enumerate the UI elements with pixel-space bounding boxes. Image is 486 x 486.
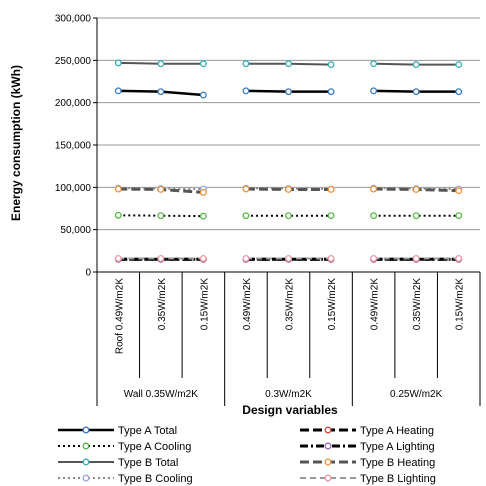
data-point: [114, 211, 122, 219]
legend-label: Type A Heating: [360, 425, 434, 437]
data-point: [412, 61, 420, 69]
data-point: [114, 255, 122, 262]
x-group-label: 0.3W/m2K: [265, 389, 312, 400]
legend-label: Type B Lighting: [360, 473, 436, 485]
legend-label: Type B Heating: [360, 457, 435, 469]
data-point: [199, 60, 207, 68]
data-point: [242, 87, 250, 95]
legend-label: Type B Total: [118, 457, 178, 469]
data-point: [455, 88, 463, 96]
data-point: [455, 255, 463, 262]
y-tick-label: 150,000: [55, 141, 92, 152]
data-point: [412, 185, 420, 193]
legend-marker: [82, 426, 90, 434]
y-tick-label: 250,000: [55, 56, 92, 67]
data-point: [285, 185, 292, 193]
data-point: [370, 185, 378, 193]
data-point: [285, 255, 292, 262]
axes: 0 50,000 100,000 150,000 200,000 250,000 300,0…: [55, 14, 481, 406]
data-point: [242, 60, 250, 68]
data-point: [114, 59, 122, 67]
y-tick-label: 0: [85, 268, 91, 279]
data-point: [455, 187, 463, 195]
legend-marker: [324, 426, 332, 434]
x-tick-label: 0.49W/m2K: [242, 278, 253, 331]
data-point: [370, 255, 378, 262]
x-tick-label: Roof 0.49W/m2K: [114, 278, 125, 354]
x-group-label: 0.25W/m2K: [390, 389, 443, 400]
legend: Type A Total Type A Cooling Type B Total Ty…: [58, 425, 436, 485]
x-tick-label: 0.15W/m2K: [327, 278, 338, 331]
data-point: [242, 185, 250, 193]
data-point: [327, 212, 335, 220]
series-layer: [114, 59, 463, 263]
x-axis-labels: Roof 0.49W/m2K 0.35W/m2K 0.15W/m2K 0.49W/m2…: [114, 278, 465, 400]
data-point: [242, 255, 250, 262]
legend-marker: [82, 458, 90, 466]
data-point: [242, 212, 250, 220]
y-tick-label: 300,000: [55, 14, 92, 25]
data-point: [157, 212, 165, 220]
data-point: [285, 88, 292, 96]
y-tick-label: 200,000: [55, 98, 92, 109]
data-point: [455, 61, 463, 69]
data-point: [412, 88, 420, 96]
data-point: [370, 212, 378, 220]
x-tick-label: 0.15W/m2K: [455, 278, 466, 331]
data-point: [455, 212, 463, 220]
y-tick-label: 50,000: [60, 225, 91, 236]
data-point: [327, 255, 335, 262]
data-point: [327, 61, 335, 69]
data-point: [370, 87, 378, 95]
data-point: [199, 91, 207, 99]
data-point: [199, 255, 207, 262]
legend-label: Type A Cooling: [118, 441, 191, 453]
x-group-label: Wall 0.35W/m2K: [124, 389, 198, 400]
x-tick-label: 0.35W/m2K: [285, 278, 296, 331]
data-point: [114, 87, 122, 95]
gridlines: [97, 17, 480, 231]
legend-marker: [324, 474, 332, 482]
data-point: [285, 60, 292, 68]
data-point: [157, 185, 165, 193]
data-point: [285, 212, 292, 220]
data-point: [327, 88, 335, 96]
y-tick-label: 100,000: [55, 183, 92, 194]
data-point: [157, 60, 165, 68]
x-tick-label: 0.15W/m2K: [199, 278, 210, 331]
x-tick-label: 0.35W/m2K: [412, 278, 423, 331]
legend-marker: [82, 474, 90, 482]
legend-label: Type B Cooling: [118, 473, 193, 485]
y-axis-title: Energy consumption (kWh): [9, 65, 23, 221]
legend-marker: [324, 458, 332, 466]
series-line: [118, 187, 204, 191]
data-point: [199, 212, 207, 220]
data-point: [199, 188, 207, 196]
legend-marker: [82, 442, 90, 450]
data-point: [157, 255, 165, 262]
legend-marker: [324, 442, 332, 450]
x-tick-label: 0.49W/m2K: [370, 278, 381, 331]
data-point: [412, 212, 420, 220]
legend-label: Type A Total: [118, 425, 177, 437]
data-point: [157, 88, 165, 96]
data-point: [327, 185, 335, 193]
x-axis-title: Design variables: [242, 403, 338, 417]
legend-label: Type A Lighting: [360, 441, 435, 453]
data-point: [114, 185, 122, 193]
series-line: [118, 214, 204, 218]
data-point: [412, 255, 420, 262]
data-point: [370, 60, 378, 68]
x-tick-label: 0.35W/m2K: [157, 278, 168, 331]
